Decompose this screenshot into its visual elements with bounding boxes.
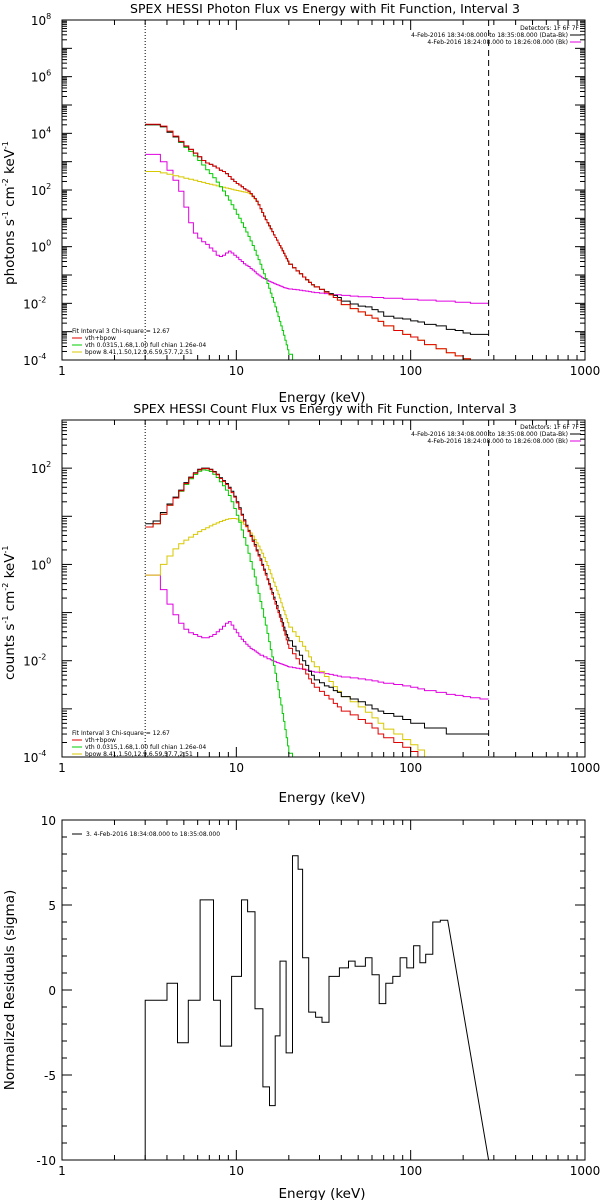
count-curves <box>145 467 489 757</box>
photon-y-axis-label: photons s-1 cm-2 keV-1 <box>1 141 18 285</box>
count-series-sum <box>145 468 489 757</box>
svg-text:photons s-1 cm-2 keV-1: photons s-1 cm-2 keV-1 <box>1 141 18 285</box>
count-ytick-label: 10-2 <box>23 653 46 669</box>
photon-axes: 1 10 100 1000 10-4 10-2 100 102 104 106 108 <box>23 12 600 378</box>
photon-x-axis-label: Energy (keV) <box>279 390 366 406</box>
count-bk-time: 4-Feb-2016 18:24:08.000 to 18:26:08.000 … <box>427 438 568 445</box>
count-legend-top: Detectors: 1F 6F 7F 4-Feb-2016 18:34:08.… <box>411 424 581 445</box>
photon-curves <box>145 123 489 360</box>
photon-xtick-label: 1000 <box>570 364 600 378</box>
residual-xtick-label: 1 <box>58 1164 66 1178</box>
residual-ytick-label: -10 <box>36 1154 56 1168</box>
photon-xtick-label: 100 <box>399 364 422 378</box>
residual-xtick-label: 100 <box>399 1164 422 1178</box>
count-fit-bpow: bpow 8.41,1.50,12.9,6.59,57.7,2.51 <box>85 751 193 758</box>
count-ytick-label: 10-4 <box>23 749 46 765</box>
count-chart-title: SPEX HESSI Count Flux vs Energy with Fit… <box>133 401 516 416</box>
residual-ytick-label: 5 <box>48 899 56 913</box>
photon-fit-sum: vth+bpow <box>85 335 116 342</box>
photon-detectors: Detectors: 1F 6F 7F <box>520 25 579 32</box>
residual-series <box>144 855 490 1161</box>
count-y-axis-label: counts s-1 cm-2 keV-1 <box>1 546 18 680</box>
photon-fit-bpow: bpow 8.41,1.50,12.9,6.59,57.7,2.51 <box>85 349 193 356</box>
residual-x-axis-label: Energy (keV) <box>279 1186 366 1200</box>
count-detectors: Detectors: 1F 6F 7F <box>520 424 579 431</box>
count-series-group <box>145 467 489 757</box>
photon-chart-title: SPEX HESSI Photon Flux vs Energy with Fi… <box>130 1 520 16</box>
residual-y-axis-label: Normalized Residuals (sigma) <box>2 890 18 1091</box>
photon-series-bkg <box>145 153 489 304</box>
count-axes: 1 10 100 1000 10-4 10-2 100 102 <box>23 419 600 775</box>
svg-text:counts s-1 cm-2 keV-1: counts s-1 cm-2 keV-1 <box>1 546 18 680</box>
photon-ytick-label: 102 <box>31 182 51 198</box>
residual-ytick-label: 10 <box>41 814 56 828</box>
photon-series-sum <box>145 123 489 360</box>
count-x-axis-label: Energy (keV) <box>279 790 366 806</box>
count-fit-header: Fit Interval 3 Chi-square = 12.67 <box>72 730 170 737</box>
residual-axes: 1 10 100 1000 -10 -5 0 5 10 <box>36 814 600 1178</box>
residual-xtick-label: 10 <box>229 1164 244 1178</box>
photon-series-bpow <box>145 171 489 360</box>
photon-legend-top: Detectors: 1F 6F 7F 4-Feb-2016 18:34:08.… <box>411 25 581 46</box>
residual-frame <box>61 819 586 1161</box>
photon-series-group <box>145 123 489 360</box>
photon-ytick-label: 100 <box>31 239 51 255</box>
count-ytick-label: 100 <box>31 556 51 572</box>
residual-ytick-label: 0 <box>48 984 56 998</box>
count-xtick-label: 1000 <box>570 761 600 775</box>
photon-flux-panel: SPEX HESSI Photon Flux vs Energy with Fi… <box>1 1 600 406</box>
residual-xtick-label: 1000 <box>570 1164 600 1178</box>
photon-legend-fit: Fit Interval 3 Chi-square = 12.67 vth+bp… <box>72 328 206 356</box>
photon-fit-header: Fit Interval 3 Chi-square = 12.67 <box>72 328 170 335</box>
photon-bk-time: 4-Feb-2016 18:24:08.000 to 18:26:08.000 … <box>427 39 568 46</box>
count-ytick-label: 102 <box>31 460 51 476</box>
photon-series-vth <box>145 124 489 360</box>
photon-ytick-label: 104 <box>31 125 51 141</box>
count-xtick-label: 10 <box>229 761 244 775</box>
photon-ytick-label: 10-4 <box>23 352 46 368</box>
count-flux-panel: SPEX HESSI Count Flux vs Energy with Fit… <box>1 401 600 806</box>
residual-ytick-label: -5 <box>44 1069 56 1083</box>
photon-ytick-label: 106 <box>31 69 51 85</box>
count-fit-vth: vth 0.0315,1.68,1.00 full chian 1.26e-04 <box>85 744 206 751</box>
photon-frame <box>61 19 586 361</box>
count-fit-sum: vth+bpow <box>85 737 116 744</box>
count-series-vth <box>145 469 489 757</box>
count-xtick-label: 100 <box>399 761 422 775</box>
count-xtick-label: 1 <box>58 761 66 775</box>
count-data-time: 4-Feb-2016 18:34:08.000 to 18:35:08.000 … <box>411 431 568 438</box>
photon-ytick-label: 10-2 <box>23 295 46 311</box>
photon-ytick-label: 108 <box>31 12 51 28</box>
count-series-bkg <box>145 574 489 700</box>
count-frame <box>61 419 586 758</box>
photon-fit-vth: vth 0.0315,1.68,1.00 full chian 1.26e-04 <box>85 342 206 349</box>
photon-xtick-label: 1 <box>58 364 66 378</box>
residual-curves <box>144 855 490 1161</box>
count-series-total <box>145 467 489 735</box>
count-legend-fit: Fit Interval 3 Chi-square = 12.67 vth+bp… <box>72 730 206 758</box>
photon-xtick-label: 10 <box>229 364 244 378</box>
photon-data-time: 4-Feb-2016 18:34:08.000 to 18:35:08.000 … <box>411 32 568 39</box>
residual-legend: 3. 4-Feb-2016 18:34:08.000 to 18:35:08.0… <box>86 831 220 838</box>
count-series-bpow <box>145 518 489 757</box>
residuals-panel: 1 10 100 1000 -10 -5 0 5 10 Energy (keV) Normali… <box>2 814 600 1200</box>
